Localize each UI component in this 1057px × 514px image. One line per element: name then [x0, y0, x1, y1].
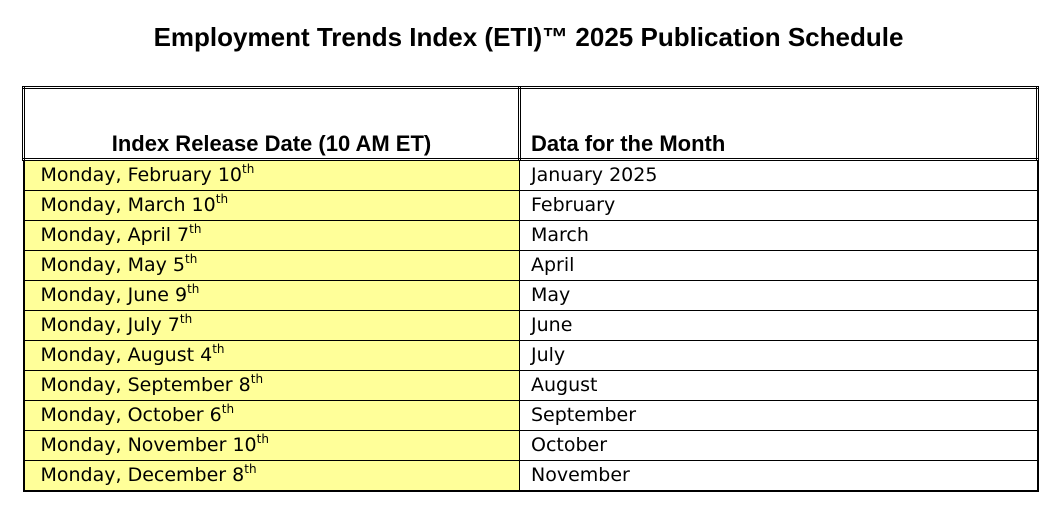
release-date-cell: Monday, March 10th	[22, 190, 520, 221]
release-date-cell: Monday, June 9th	[22, 280, 520, 311]
release-date-cell: Monday, April 7th	[22, 220, 520, 251]
release-date-text: Monday, December 8	[40, 464, 245, 486]
data-month-cell: July	[519, 340, 1039, 371]
table-row: Monday, June 9th May	[22, 280, 1039, 311]
release-date-cell: Monday, December 8th	[22, 460, 520, 492]
data-month-cell: May	[519, 280, 1039, 311]
publication-schedule-table: Index Release Date (10 AM ET) Data for t…	[22, 86, 1039, 492]
ordinal-suffix: th	[185, 252, 198, 266]
release-date-cell: Monday, February 10th	[22, 158, 520, 191]
data-month-cell: October	[519, 430, 1039, 461]
release-date-header: Index Release Date (10 AM ET)	[22, 86, 521, 161]
data-month-header: Data for the Month	[518, 86, 1039, 161]
release-date-text: Monday, June 9	[40, 284, 188, 306]
table-row: Monday, October 6th September	[22, 400, 1039, 431]
release-date-cell: Monday, July 7th	[22, 310, 520, 341]
table-row: Monday, February 10th January 2025	[22, 158, 1039, 191]
release-date-cell: Monday, October 6th	[22, 400, 520, 431]
ordinal-suffix: th	[242, 162, 255, 176]
table-row: Monday, May 5th April	[22, 250, 1039, 281]
table-row: Monday, September 8th August	[22, 370, 1039, 401]
release-date-text: Monday, November 10	[40, 434, 257, 456]
release-date-cell: Monday, May 5th	[22, 250, 520, 281]
ordinal-suffix: th	[189, 222, 202, 236]
ordinal-suffix: th	[250, 372, 264, 386]
release-date-text: Monday, September 8	[40, 374, 251, 396]
release-date-text: Monday, August 4	[40, 344, 213, 366]
release-date-text: Monday, April 7	[40, 224, 190, 246]
table-row: Monday, March 10th February	[22, 190, 1039, 221]
release-date-text: Monday, July 7	[40, 314, 180, 336]
release-date-cell: Monday, August 4th	[22, 340, 520, 371]
release-date-text: Monday, May 5	[40, 254, 186, 276]
data-month-cell: January 2025	[519, 158, 1039, 191]
ordinal-suffix: th	[187, 282, 200, 296]
ordinal-suffix: th	[221, 402, 235, 416]
data-month-cell: August	[519, 370, 1039, 401]
table-row: Monday, December 8th November	[22, 460, 1039, 492]
data-month-cell: September	[519, 400, 1039, 431]
data-month-cell: June	[519, 310, 1039, 341]
table-row: Monday, August 4th July	[22, 340, 1039, 371]
data-month-cell: November	[519, 460, 1039, 492]
release-date-cell: Monday, November 10th	[22, 430, 520, 461]
release-date-text: Monday, March 10	[40, 194, 216, 216]
release-date-text: Monday, October 6	[40, 404, 222, 426]
ordinal-suffix: th	[215, 192, 229, 206]
table-row: Monday, July 7th June	[22, 310, 1039, 341]
data-month-cell: March	[519, 220, 1039, 251]
release-date-text: Monday, February 10	[40, 164, 243, 186]
ordinal-suffix: th	[179, 312, 193, 326]
release-date-cell: Monday, September 8th	[22, 370, 520, 401]
data-month-cell: April	[519, 250, 1039, 281]
ordinal-suffix: th	[212, 342, 225, 356]
table-header-row: Index Release Date (10 AM ET) Data for t…	[22, 86, 1039, 161]
table-row: Monday, April 7th March	[22, 220, 1039, 251]
data-month-cell: February	[519, 190, 1039, 221]
ordinal-suffix: th	[256, 432, 269, 446]
page-title: Employment Trends Index (ETI)™ 2025 Publ…	[153, 22, 904, 52]
table-row: Monday, November 10th October	[22, 430, 1039, 461]
ordinal-suffix: th	[244, 462, 257, 476]
